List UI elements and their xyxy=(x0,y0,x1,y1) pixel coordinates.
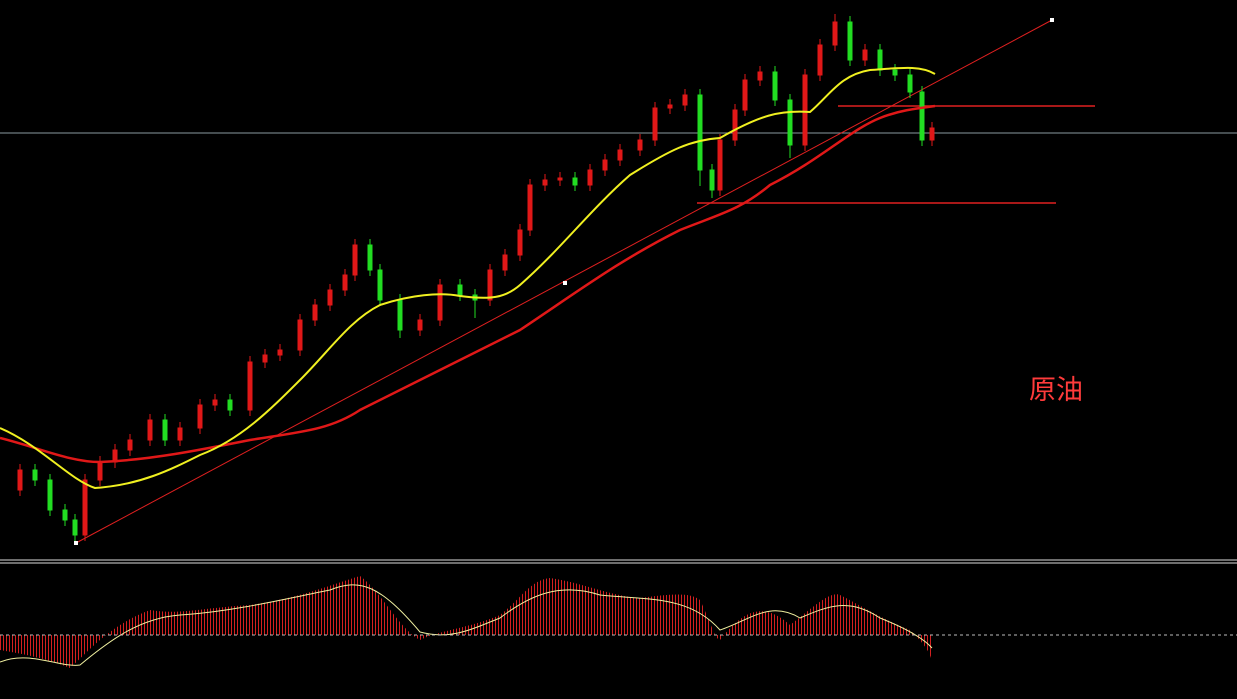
macd-signal xyxy=(0,584,933,666)
instrument-label: 原油 xyxy=(1029,375,1083,406)
moving-average-slow xyxy=(0,104,936,464)
moving-average-fast xyxy=(0,66,936,490)
trend-anchor xyxy=(1050,18,1054,22)
trend-anchor xyxy=(563,281,567,285)
down-candles xyxy=(32,16,925,541)
trend-anchor xyxy=(74,541,78,545)
macd-histogram xyxy=(0,576,932,668)
up-candles xyxy=(17,14,935,541)
